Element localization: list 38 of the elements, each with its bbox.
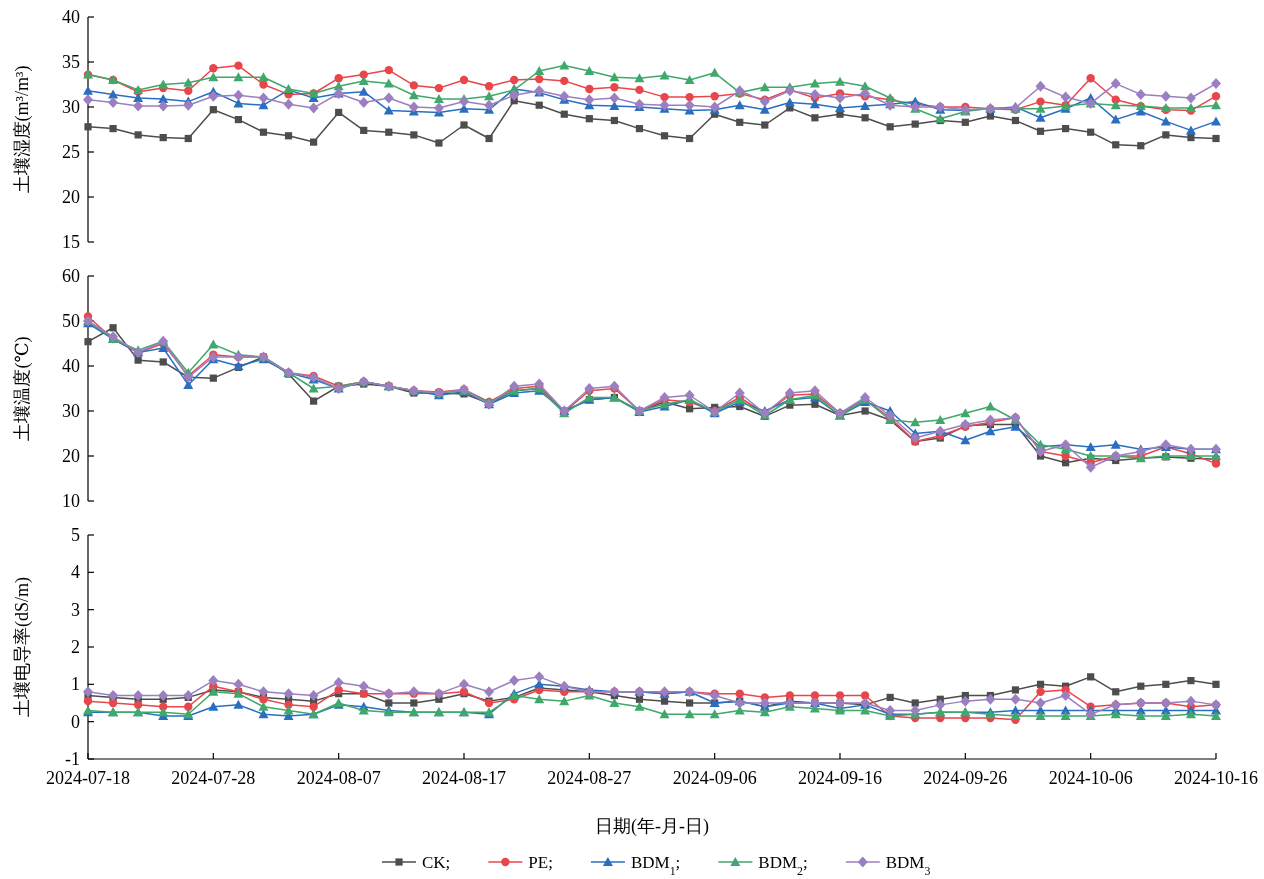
legend-label: CK; (422, 853, 451, 872)
y-tick-label: 25 (62, 142, 80, 162)
y-tick-label: 20 (62, 187, 80, 207)
y-tick-label: 60 (62, 266, 80, 286)
y-tick-label: 35 (62, 52, 80, 72)
y-tick-label: -1 (65, 749, 80, 769)
y-tick-label: 5 (71, 525, 80, 545)
x-tick-label: 2024-08-27 (547, 768, 632, 788)
y-tick-label: 3 (71, 599, 80, 620)
x-tick-label: 2024-09-06 (672, 768, 757, 788)
x-tick-label: 2024-07-18 (46, 768, 130, 788)
y-tick-label: 50 (62, 311, 80, 331)
legend-label: BDM$_{2}$; (758, 853, 808, 878)
y-tick-label: 15 (62, 232, 80, 252)
y-tick-label: 10 (62, 491, 80, 511)
x-tick-label: 2024-08-07 (296, 768, 381, 788)
y-tick-label: 20 (62, 446, 80, 466)
y-axis-title: 土壤电导率(dS/m) (12, 576, 33, 718)
y-tick-label: 40 (62, 7, 80, 27)
y-tick-label: 2 (71, 637, 80, 657)
legend-label: PE; (528, 853, 553, 872)
legend-label: BDM$_{3}$ (885, 853, 931, 878)
y-tick-label: 4 (71, 562, 80, 583)
y-tick-label: 0 (71, 711, 80, 732)
x-tick-label: 2024-08-17 (422, 768, 506, 788)
x-tick-label: 2024-10-06 (1048, 768, 1133, 788)
x-tick-label: 2024-09-16 (798, 768, 882, 788)
y-axis-title: 土壤湿度(m³/m³) (12, 65, 33, 194)
y-tick-label: 30 (62, 401, 80, 421)
x-tick-label: 2024-09-26 (923, 768, 1008, 788)
x-tick-label: 2024-07-28 (171, 768, 256, 788)
x-tick-label: 2024-10-16 (1174, 768, 1258, 788)
legend-label: BDM$_{1}$; (630, 853, 681, 878)
y-tick-label: 1 (71, 674, 80, 695)
x-axis-title: 日期(年-月-日) (595, 816, 709, 837)
y-tick-label: 30 (62, 97, 80, 117)
y-axis-title: 土壤温度(℃) (12, 336, 33, 441)
y-tick-label: 40 (62, 356, 80, 376)
